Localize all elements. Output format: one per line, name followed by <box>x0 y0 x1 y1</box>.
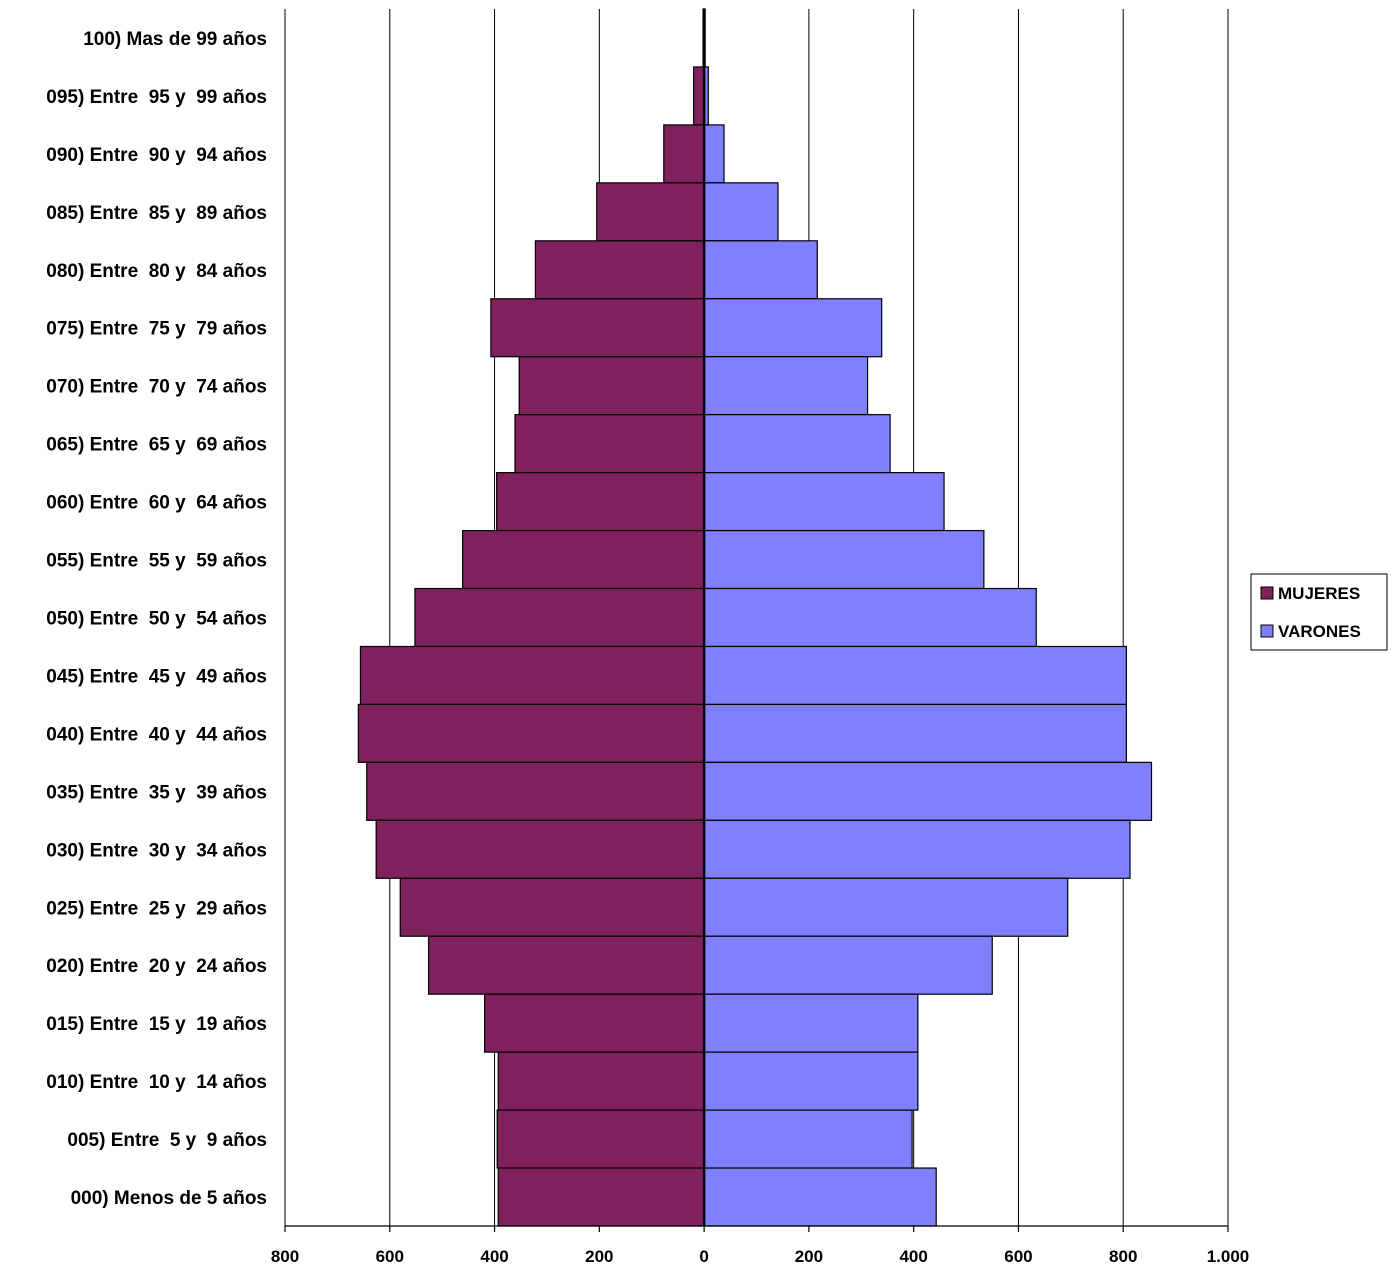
x-tick-label-1: 600 <box>376 1247 404 1266</box>
x-tick-label-2: 400 <box>480 1247 508 1266</box>
bar-mujeres-3 <box>596 182 705 242</box>
bar-varones-20 <box>703 1167 937 1227</box>
category-label-17: 015) Entre 15 y 19 años <box>46 1014 267 1035</box>
category-label-16: 020) Entre 20 y 24 años <box>46 956 267 977</box>
bar-mujeres-17 <box>484 993 705 1053</box>
legend-swatch-mujeres <box>1260 586 1274 600</box>
category-label-6: 070) Entre 70 y 74 años <box>46 377 267 398</box>
bar-varones-12 <box>703 703 1127 763</box>
bar-mujeres-11 <box>359 645 705 706</box>
bar-varones-2 <box>703 124 725 184</box>
category-label-13: 035) Entre 35 y 39 años <box>46 782 267 803</box>
bar-varones-3 <box>703 182 779 242</box>
x-tick-label-3: 200 <box>585 1247 613 1266</box>
bar-mujeres-13 <box>366 761 705 821</box>
category-label-15: 025) Entre 25 y 29 años <box>46 898 267 919</box>
legend-label-varones: VARONES <box>1278 622 1361 641</box>
legend-swatch-varones <box>1260 624 1274 638</box>
bar-mujeres-1 <box>693 66 705 126</box>
legend-box <box>1250 573 1388 651</box>
x-tick-label-6: 400 <box>899 1247 927 1266</box>
series-mujeres-bars <box>357 8 705 1227</box>
category-label-9: 055) Entre 55 y 59 años <box>46 551 267 572</box>
category-label-18: 010) Entre 10 y 14 años <box>46 1072 267 1093</box>
x-tick-label-5: 200 <box>795 1247 823 1266</box>
x-tick-label-7: 600 <box>1004 1247 1032 1266</box>
bar-varones-4 <box>703 240 818 300</box>
category-label-0: 100) Mas de 99 años <box>83 29 267 50</box>
bar-mujeres-8 <box>496 472 705 532</box>
category-label-12: 040) Entre 40 y 44 años <box>46 724 267 745</box>
category-label-14: 030) Entre 30 y 34 años <box>46 840 267 861</box>
category-label-10: 050) Entre 50 y 54 años <box>46 609 267 630</box>
category-label-5: 075) Entre 75 y 79 años <box>46 319 267 340</box>
bar-varones-16 <box>703 935 993 995</box>
bar-mujeres-6 <box>518 356 705 416</box>
category-label-8: 060) Entre 60 y 64 años <box>46 493 267 514</box>
bar-mujeres-9 <box>461 529 705 590</box>
bar-varones-7 <box>703 414 891 474</box>
bar-varones-18 <box>703 1051 919 1111</box>
bar-varones-19 <box>703 1109 913 1169</box>
bar-mujeres-20 <box>497 1167 705 1227</box>
x-tick-label-0: 800 <box>271 1247 299 1266</box>
legend-label-mujeres: MUJERES <box>1278 584 1360 603</box>
bar-varones-10 <box>703 587 1037 648</box>
category-labels: 100) Mas de 99 años 095) Entre 95 y 99 añ… <box>46 29 267 1209</box>
category-label-1: 095) Entre 95 y 99 años <box>46 87 267 108</box>
bar-mujeres-12 <box>357 703 705 763</box>
category-label-4: 080) Entre 80 y 84 años <box>46 261 267 282</box>
x-tick-label-4: 0 <box>699 1247 708 1266</box>
category-label-20: 000) Menos de 5 años <box>71 1188 267 1209</box>
category-label-19: 005) Entre 5 y 9 años <box>67 1130 267 1151</box>
bar-varones-11 <box>703 645 1127 706</box>
bar-mujeres-2 <box>663 124 705 184</box>
bar-varones-9 <box>703 529 985 590</box>
bar-varones-5 <box>703 298 883 358</box>
x-tick-label-9: 1.000 <box>1207 1247 1250 1266</box>
legend: MUJERES VARONES <box>1250 573 1388 651</box>
x-tick-label-8: 800 <box>1109 1247 1137 1266</box>
bar-varones-17 <box>703 993 919 1053</box>
bar-varones-14 <box>703 819 1131 879</box>
bar-mujeres-5 <box>490 298 705 358</box>
bar-mujeres-7 <box>514 414 705 474</box>
bar-varones-13 <box>703 761 1153 821</box>
bar-mujeres-16 <box>427 935 705 995</box>
bar-mujeres-4 <box>534 240 705 300</box>
bar-mujeres-18 <box>497 1051 705 1111</box>
bar-mujeres-14 <box>375 819 705 879</box>
series-varones-bars <box>703 8 1153 1227</box>
bar-mujeres-10 <box>414 587 705 648</box>
category-label-3: 085) Entre 85 y 89 años <box>46 203 267 224</box>
bar-varones-8 <box>703 472 945 532</box>
category-label-2: 090) Entre 90 y 94 años <box>46 145 267 166</box>
bar-mujeres-15 <box>399 877 705 937</box>
bar-mujeres-19 <box>496 1109 705 1169</box>
category-label-11: 045) Entre 45 y 49 años <box>46 666 267 687</box>
bar-varones-6 <box>703 356 869 416</box>
bar-varones-15 <box>703 877 1069 937</box>
x-axis: 800 600 400 200 0 200 400 600 800 1.000 <box>271 1225 1250 1266</box>
category-label-7: 065) Entre 65 y 69 años <box>46 435 267 456</box>
